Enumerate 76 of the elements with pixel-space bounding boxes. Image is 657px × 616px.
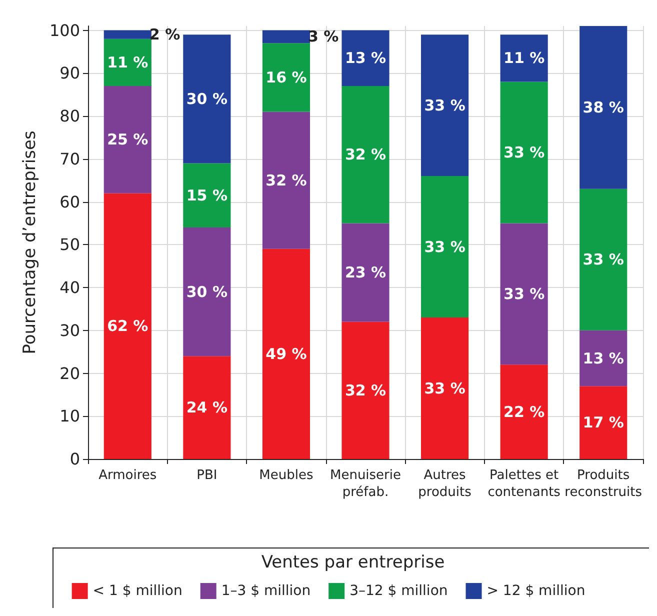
bar — [342, 30, 390, 86]
y-tick-label: 50 — [60, 235, 80, 254]
data-label: 32 % — [344, 381, 386, 400]
data-label: 33 % — [424, 379, 466, 398]
bar — [104, 86, 152, 194]
legend-label: > 12 $ million — [486, 583, 586, 599]
data-label: 49 % — [266, 344, 307, 363]
data-label: 30 % — [186, 90, 228, 108]
data-label: 16 % — [266, 68, 307, 86]
legend-label: < 1 $ million — [92, 583, 182, 599]
data-label: 62 % — [107, 317, 148, 336]
y-tick-label: 60 — [60, 192, 80, 212]
x-tick-label: Autres produits — [418, 468, 472, 500]
y-tick-label: 80 — [60, 106, 80, 126]
bar — [500, 364, 548, 459]
y-tick-label: 70 — [60, 149, 80, 168]
bar — [262, 248, 310, 459]
data-label: 32 % — [266, 171, 307, 190]
data-label: 15 % — [186, 186, 228, 204]
bar — [262, 43, 310, 112]
data-label: 24 % — [186, 398, 228, 417]
bar — [104, 193, 152, 459]
y-tick-label: 100 — [49, 20, 80, 40]
data-label: 33 % — [424, 96, 466, 114]
y-tick-label: 20 — [60, 364, 80, 383]
y-tick-label: 0 — [70, 450, 80, 468]
bar — [342, 322, 390, 459]
legend-label: 1–3 $ million — [221, 583, 311, 599]
x-tick-label: Meubles — [259, 468, 314, 483]
x-tick-label: Menuiserie préfab. — [330, 468, 402, 500]
bar — [104, 38, 152, 86]
y-tick-label: 40 — [60, 278, 80, 298]
data-label: 23 % — [344, 264, 386, 282]
bar — [421, 318, 469, 459]
y-tick-label: 90 — [60, 64, 80, 83]
legend-label: 3–12 $ million — [350, 583, 448, 599]
bar — [104, 30, 152, 39]
bar — [500, 34, 548, 82]
bar — [500, 82, 548, 224]
bar — [580, 26, 628, 189]
legend-title: Ventes par entreprise — [261, 552, 445, 572]
x-tick-label: Produits reconstruits — [564, 468, 642, 500]
y-tick-label: 10 — [60, 406, 80, 426]
data-label: 38 % — [582, 98, 624, 116]
data-label: 33 % — [582, 250, 624, 269]
data-label: 30 % — [186, 282, 228, 301]
data-label: 32 % — [344, 146, 386, 164]
data-label: 13 % — [582, 349, 624, 368]
data-label: 11 % — [107, 53, 148, 72]
data-label: 13 % — [344, 49, 386, 68]
bar — [342, 86, 390, 224]
bar — [421, 176, 469, 318]
data-label: 22 % — [504, 402, 545, 421]
y-tick-label: 30 — [60, 320, 80, 340]
x-tick-label: PBI — [196, 468, 218, 483]
bar — [183, 163, 231, 228]
data-label: 17 % — [582, 414, 624, 432]
bar — [580, 386, 628, 459]
bar — [183, 356, 231, 459]
data-label: 33 % — [424, 238, 466, 256]
bar — [183, 227, 231, 356]
bar — [183, 34, 231, 164]
data-label: 11 % — [504, 49, 545, 68]
bar — [500, 223, 548, 365]
x-tick-label: Armoires — [98, 468, 157, 483]
data-label: 25 % — [107, 130, 148, 149]
x-tick-label: Palettes et contenants — [488, 468, 561, 500]
bar — [262, 112, 310, 249]
data-label: 33 % — [504, 143, 545, 162]
bar — [580, 188, 628, 330]
bar — [262, 30, 310, 44]
data-label: 33 % — [504, 284, 545, 303]
bar — [421, 34, 469, 176]
bar — [580, 330, 628, 386]
y-axis-title: Pourcentage d’entreprises — [20, 130, 40, 354]
bar — [342, 223, 390, 322]
